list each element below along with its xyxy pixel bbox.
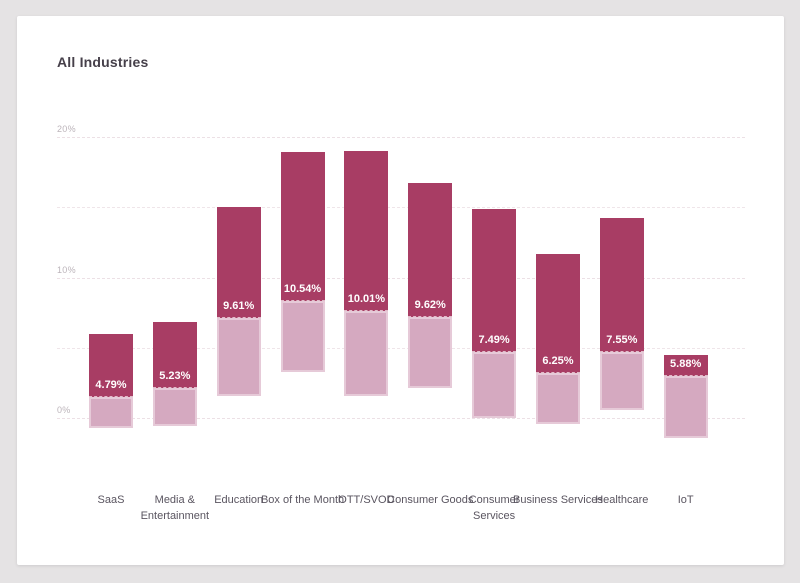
gridline-0 [57,418,745,419]
bar-value-label: 6.25% [542,355,574,368]
bar-upper-range-segment[interactable] [344,151,389,312]
bar-value-label: 5.23% [159,370,191,383]
x-axis-category-label: OTT/SVOD [338,494,395,506]
bar-lower-range-segment[interactable] [408,316,453,389]
bar-value-label: 10.54% [283,283,322,296]
bar-lower-range-segment[interactable] [89,396,133,428]
bar-group: 9.61% [216,16,261,565]
bar-lower-range-segment[interactable] [663,375,708,438]
bar-group: 9.62% [408,16,453,565]
x-axis-category-label: Media & Entertainment [140,494,210,522]
gridline-20 [57,137,745,138]
bar-value-label: 7.49% [478,333,510,346]
bar-upper-range-segment[interactable] [663,354,708,376]
bar-group: 5.88% [663,16,708,565]
bar-value-label: 5.88% [670,357,702,370]
x-axis-category-label: Box of the Month [260,494,345,506]
chart-card: All Industries 0% 10% 20% 4.79% SaaS 5.23% Med… [17,16,784,565]
bar-value-label: 10.01% [347,293,386,306]
x-axis-category-label: Education [214,494,264,506]
x-axis-category-label: SaaS [97,494,125,506]
bar-group: 5.23% [152,16,197,565]
gridline-15 [57,207,745,209]
bar-upper-range-segment[interactable] [599,218,644,352]
bar-group: 10.01% [344,16,389,565]
bar-upper-range-segment[interactable] [472,208,517,352]
bar-lower-range-segment[interactable] [472,351,517,418]
x-axis-category-label: Healthcare [595,494,649,506]
bar-upper-range-segment[interactable] [280,152,325,302]
bar-upper-range-segment[interactable] [535,253,580,374]
bar-upper-range-segment[interactable] [89,333,133,397]
bar-lower-range-segment[interactable] [535,373,580,424]
bar-lower-range-segment[interactable] [344,311,389,396]
bar-value-label: 7.55% [606,333,638,346]
bar-upper-range-segment[interactable] [216,207,261,319]
bar-upper-range-segment[interactable] [408,183,453,317]
bar-group: 4.79% [89,16,133,565]
y-axis-tick-label: 20% [57,124,76,134]
x-axis-category-label: Business Services [513,494,603,506]
chart-plot: 0% 10% 20% 4.79% SaaS 5.23% Media & Entertainm… [17,16,784,565]
bar-value-label: 9.61% [223,300,255,313]
y-axis-tick-label: 10% [57,264,76,275]
bar-group: 7.49% [472,16,517,565]
bar-lower-range-segment[interactable] [152,388,197,427]
bar-group: 7.55% [599,16,644,565]
gridline-10 [57,277,745,279]
bar-upper-range-segment[interactable] [152,322,197,389]
bar-value-label: 9.62% [414,298,446,311]
x-axis-category-label: IoT [677,494,694,506]
bar-lower-range-segment[interactable] [280,301,325,372]
bar-group: 6.25% [535,16,580,565]
y-axis-tick-label: 0% [57,405,71,415]
gridline-5 [57,347,745,349]
chart-title: All Industries [57,54,149,70]
x-axis-category-label: Consumer Goods [387,494,474,506]
bar-lower-range-segment[interactable] [599,351,644,410]
bar-lower-range-segment[interactable] [216,318,261,396]
bar-value-label: 4.79% [95,378,127,391]
bar-group: 10.54% [280,16,325,565]
x-axis-category-label: Consumer Services [468,494,520,522]
